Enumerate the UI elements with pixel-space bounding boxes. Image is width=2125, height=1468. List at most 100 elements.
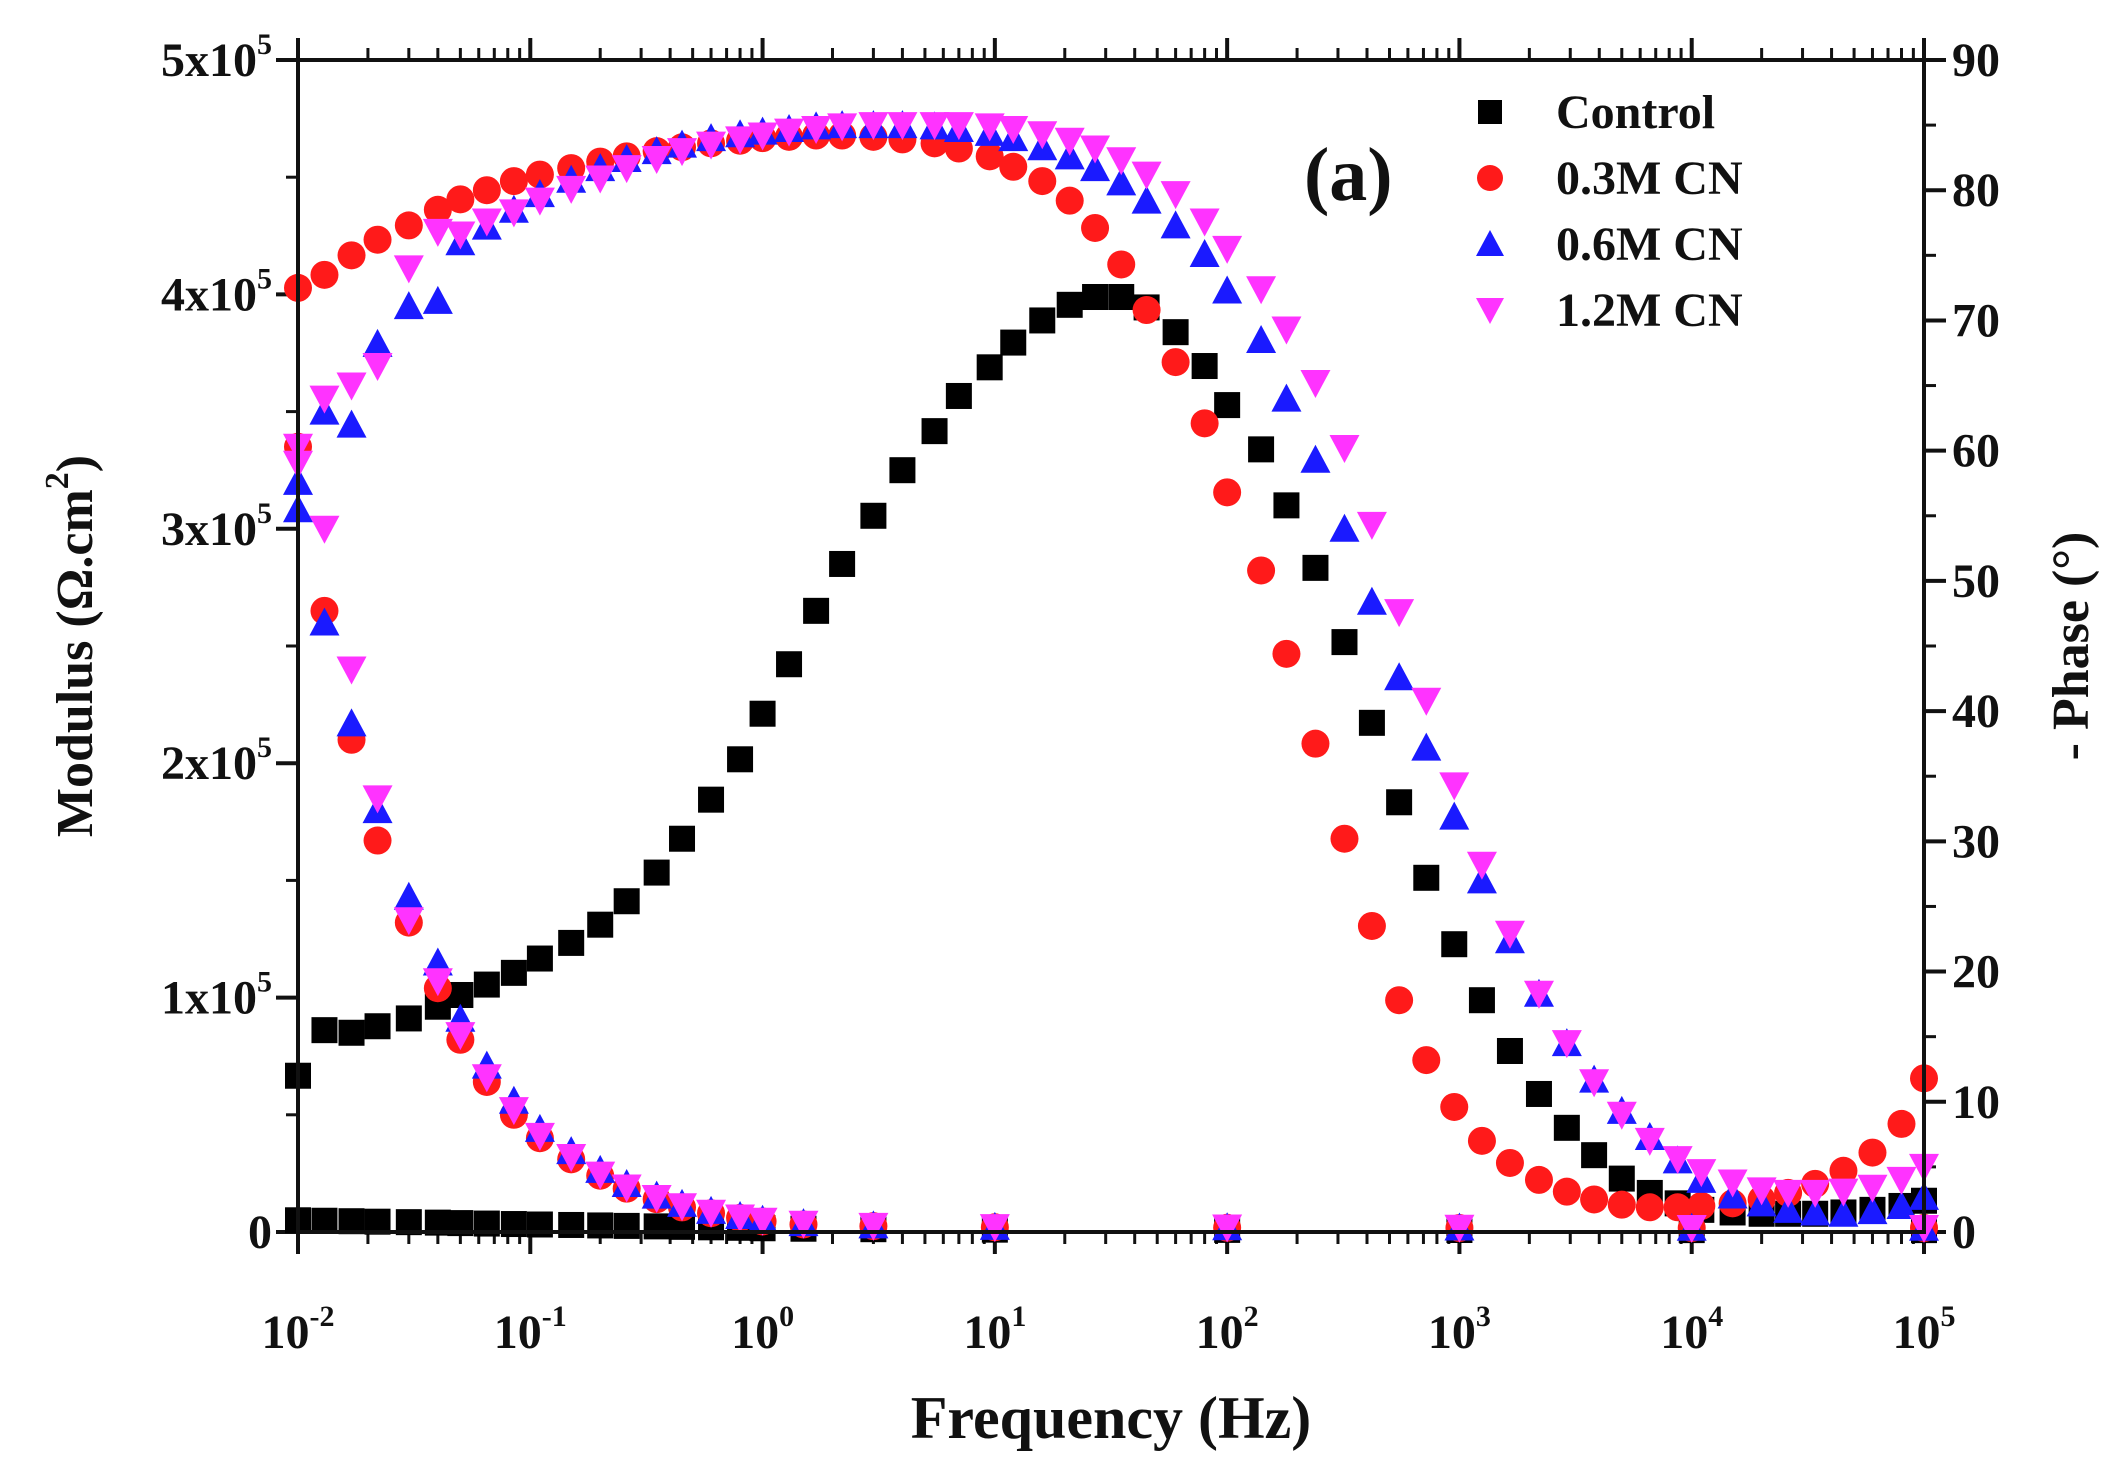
phase-point-0-3m-cn — [1301, 729, 1330, 758]
legend-swatch-control — [1478, 100, 1502, 124]
modulus-point-1-2m-cn — [336, 656, 367, 685]
phase-point-1-2m-cn — [1054, 127, 1085, 156]
phase-point-0-3m-cn — [1190, 409, 1219, 438]
phase-point-1-2m-cn — [1579, 1069, 1610, 1098]
phase-point-0-3m-cn — [1524, 1165, 1553, 1194]
modulus-point-1-2m-cn — [725, 1204, 756, 1233]
modulus-point-control — [558, 1211, 585, 1238]
phase-point-0-3m-cn — [310, 260, 339, 289]
y-right-tick-label: 40 — [1952, 685, 2000, 738]
phase-point-control — [1191, 353, 1218, 380]
phase-point-0-6m-cn — [1800, 1197, 1831, 1226]
y-left-tick-label: 2x105 — [161, 731, 272, 790]
phase-point-0-6m-cn — [336, 409, 367, 438]
phase-point-control — [473, 971, 500, 998]
phase-point-control — [727, 746, 754, 773]
phase-point-1-2m-cn — [1828, 1178, 1859, 1207]
phase-point-0-3m-cn — [1858, 1138, 1887, 1167]
modulus-point-1-2m-cn — [471, 1064, 502, 1093]
phase-point-1-2m-cn — [556, 175, 587, 204]
phase-point-control — [1248, 436, 1275, 463]
phase-point-0-3m-cn — [1028, 167, 1057, 196]
phase-point-0-6m-cn — [1857, 1196, 1888, 1225]
phase-point-control — [526, 945, 553, 972]
phase-point-0-6m-cn — [1384, 662, 1415, 691]
phase-point-control — [311, 1017, 338, 1044]
phase-point-control — [1029, 307, 1056, 334]
legend-marker-0-3m-cn — [1477, 165, 1503, 191]
phase-point-1-2m-cn — [1857, 1174, 1888, 1203]
y-right-tick-label: 10 — [1952, 1076, 2000, 1129]
phase-point-1-2m-cn — [747, 122, 778, 151]
phase-point-control — [1056, 291, 1083, 318]
phase-point-1-2m-cn — [1329, 435, 1360, 464]
phase-point-control — [1553, 1114, 1580, 1141]
y-right-axis-title: - Phase (°) — [2043, 532, 2100, 761]
phase-point-control — [1331, 629, 1358, 656]
phase-point-1-2m-cn — [801, 116, 832, 145]
phase-point-0-6m-cn — [1246, 324, 1277, 353]
y-right-tick-label: 20 — [1952, 946, 2000, 999]
legend-label-control: Control — [1556, 86, 1715, 139]
y-right-tick-label: 70 — [1952, 294, 2000, 347]
phase-point-1-2m-cn — [1634, 1127, 1665, 1156]
phase-point-1-2m-cn — [445, 221, 476, 250]
phase-point-0-3m-cn — [1467, 1126, 1496, 1155]
y-left-tick-label: 0 — [248, 1206, 272, 1259]
phase-point-0-3m-cn — [1887, 1109, 1916, 1138]
phase-point-control — [558, 929, 585, 956]
phase-point-1-2m-cn — [524, 187, 555, 216]
phase-point-0-6m-cn — [1773, 1194, 1804, 1223]
modulus-point-1-2m-cn — [393, 907, 424, 936]
x-tick-label: 101 — [963, 1300, 1026, 1359]
modulus-point-1-2m-cn — [611, 1174, 642, 1203]
phase-point-1-2m-cn — [336, 372, 367, 401]
legend-marker-0-6m-cn — [1476, 230, 1504, 256]
phase-point-0-6m-cn — [1828, 1198, 1859, 1227]
phase-point-1-2m-cn — [1131, 161, 1162, 190]
phase-point-1-2m-cn — [1746, 1177, 1777, 1206]
phase-point-0-3m-cn — [1412, 1046, 1441, 1075]
phase-point-control — [829, 550, 856, 577]
phase-point-1-2m-cn — [1212, 235, 1243, 264]
phase-point-0-6m-cn — [1411, 732, 1442, 761]
phase-point-1-2m-cn — [1466, 851, 1497, 880]
phase-point-control — [1214, 392, 1241, 419]
y-right-tick-label: 90 — [1952, 34, 2000, 87]
modulus-point-1-2m-cn — [1676, 1215, 1707, 1244]
x-tick-label: 100 — [731, 1300, 794, 1359]
phase-point-control — [698, 786, 725, 813]
phase-point-control — [500, 959, 527, 986]
y-right-tick-labels: 0 10 20 30 40 50 60 70 80 90 — [1952, 34, 2000, 1259]
phase-point-1-2m-cn — [1271, 316, 1302, 345]
phase-point-0-6m-cn — [362, 328, 393, 357]
phase-point-0-6m-cn — [1106, 167, 1137, 196]
phase-point-1-2m-cn — [696, 131, 727, 160]
phase-point-1-2m-cn — [1160, 181, 1191, 210]
phase-point-1-2m-cn — [585, 165, 616, 194]
modulus-point-1-2m-cn — [696, 1199, 727, 1228]
phase-point-1-2m-cn — [974, 113, 1005, 142]
phase-point-0-3m-cn — [1161, 348, 1190, 377]
phase-point-0-3m-cn — [975, 142, 1004, 171]
phase-point-0-3m-cn — [472, 176, 501, 205]
phase-point-control — [338, 1019, 365, 1046]
phase-point-0-3m-cn — [446, 185, 475, 214]
modulus-point-1-2m-cn — [747, 1207, 778, 1236]
phase-point-0-6m-cn — [1080, 153, 1111, 182]
phase-point-control — [613, 888, 640, 915]
phase-point-control — [1413, 864, 1440, 891]
phase-point-1-2m-cn — [1523, 980, 1554, 1009]
phase-point-0-6m-cn — [1271, 383, 1302, 412]
phase-point-0-3m-cn — [999, 152, 1028, 181]
modulus-point-0-6m-cn — [309, 607, 340, 636]
phase-point-0-3m-cn — [394, 211, 423, 240]
phase-point-control — [643, 859, 670, 886]
phase-point-1-2m-cn — [1356, 511, 1387, 540]
phase-point-1-2m-cn — [1246, 276, 1277, 305]
phase-point-1-2m-cn — [422, 218, 453, 247]
phase-point-1-2m-cn — [611, 155, 642, 184]
phase-point-0-6m-cn — [1131, 185, 1162, 214]
modulus-point-1-2m-cn — [498, 1097, 529, 1126]
phase-point-1-2m-cn — [1662, 1146, 1693, 1175]
